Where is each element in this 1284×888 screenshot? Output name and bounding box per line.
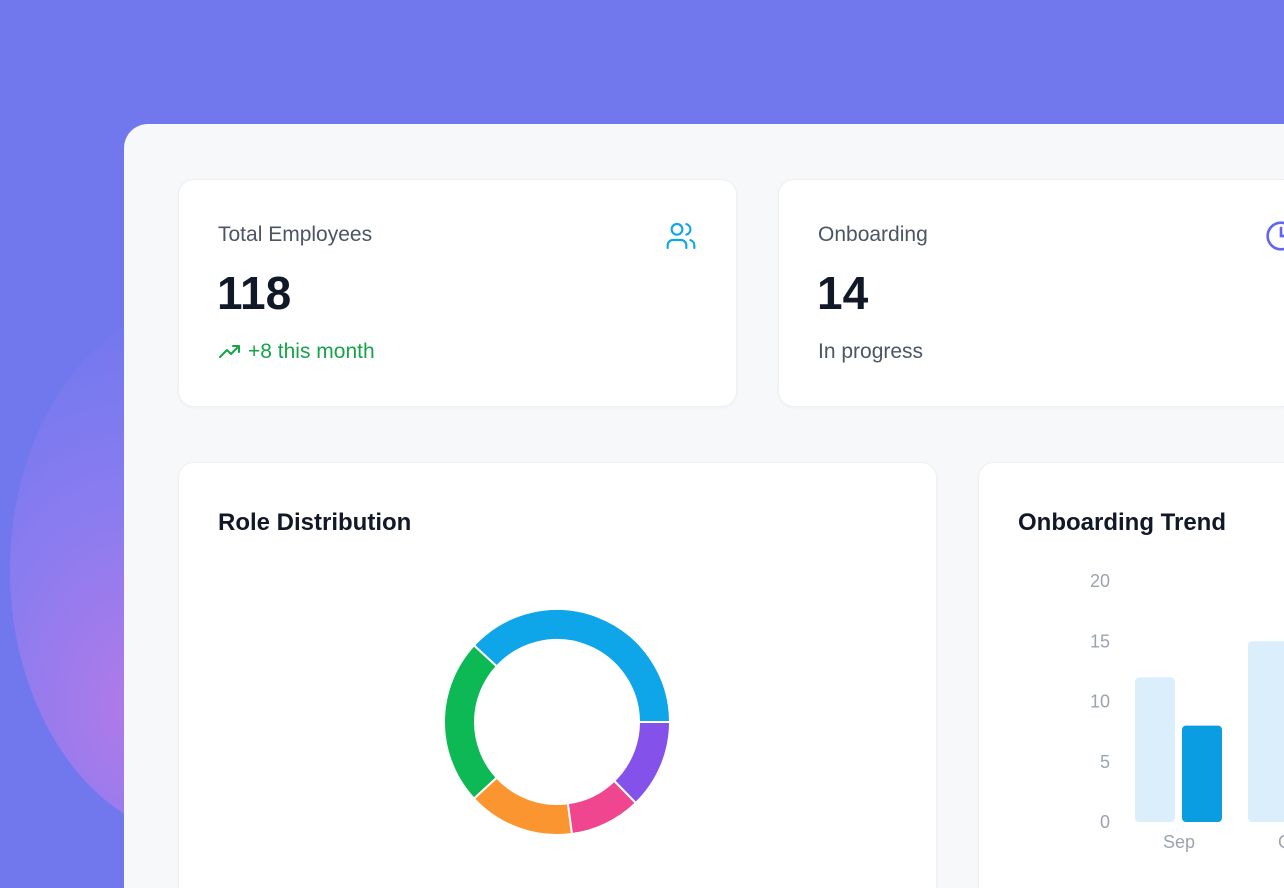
x-tick-label: Oct xyxy=(1278,832,1284,852)
stat-card-onboarding: Onboarding 14 In progress xyxy=(778,179,1284,407)
bar xyxy=(1182,725,1222,822)
y-tick-label: 0 xyxy=(1100,812,1110,832)
stat-label: Onboarding xyxy=(818,223,928,246)
bar xyxy=(1248,641,1284,822)
stat-value: 118 xyxy=(217,267,292,319)
stat-card-total-employees: Total Employees 118 +8 this month xyxy=(178,179,737,407)
card-title: Onboarding Trend xyxy=(1018,509,1226,536)
onboarding-trend-card: Onboarding Trend 0 5 10 15 20 Sep Oct xyxy=(978,462,1284,888)
y-tick-label: 20 xyxy=(1090,571,1110,591)
users-icon xyxy=(666,222,696,250)
donut-slice xyxy=(443,643,499,801)
donut-slice xyxy=(612,721,672,805)
role-donut-chart xyxy=(443,608,672,836)
role-distribution-card: Role Distribution xyxy=(178,462,937,888)
x-tick-label: Sep xyxy=(1163,832,1195,852)
trending-up-icon xyxy=(219,345,240,358)
y-tick-label: 15 xyxy=(1090,631,1110,651)
stat-subtext: In progress xyxy=(818,340,924,363)
donut-slice xyxy=(472,776,574,836)
stat-trend: +8 this month xyxy=(218,340,375,364)
bar xyxy=(1135,677,1175,822)
card-title: Role Distribution xyxy=(218,509,412,536)
onboarding-bar-chart: 0 5 10 15 20 Sep Oct xyxy=(1090,571,1284,852)
clock-icon xyxy=(1266,221,1284,251)
stat-trend-text: +8 this month xyxy=(248,340,375,363)
donut-slice xyxy=(472,608,672,723)
stat-label: Total Employees xyxy=(218,223,373,246)
stat-value: 14 xyxy=(817,267,869,319)
dashboard-panel: Total Employees 118 +8 this month Onboar… xyxy=(124,124,1284,888)
y-tick-label: 5 xyxy=(1100,752,1110,772)
y-tick-label: 10 xyxy=(1090,692,1110,712)
